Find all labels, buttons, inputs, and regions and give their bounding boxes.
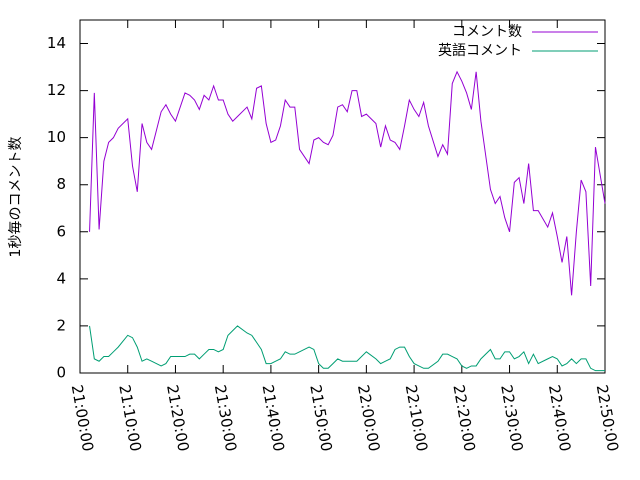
series-line — [89, 70, 606, 296]
plot-frame — [79, 19, 606, 374]
y-axis-label: 1秒毎のコメント数 — [8, 137, 24, 258]
y-tick-label: 0 — [56, 364, 66, 382]
y-tick-label: 2 — [56, 316, 66, 334]
y-tick-label: 8 — [56, 175, 66, 193]
y-tick-label: 10 — [47, 128, 66, 146]
legend-label: コメント数 — [452, 24, 522, 40]
y-tick-label: 6 — [56, 222, 66, 240]
legend-label: 英語コメント — [438, 42, 522, 59]
series-line — [89, 325, 605, 372]
y-tick-label: 4 — [56, 269, 66, 287]
y-tick-label: 14 — [47, 34, 66, 52]
y-tick-label: 12 — [47, 81, 66, 99]
